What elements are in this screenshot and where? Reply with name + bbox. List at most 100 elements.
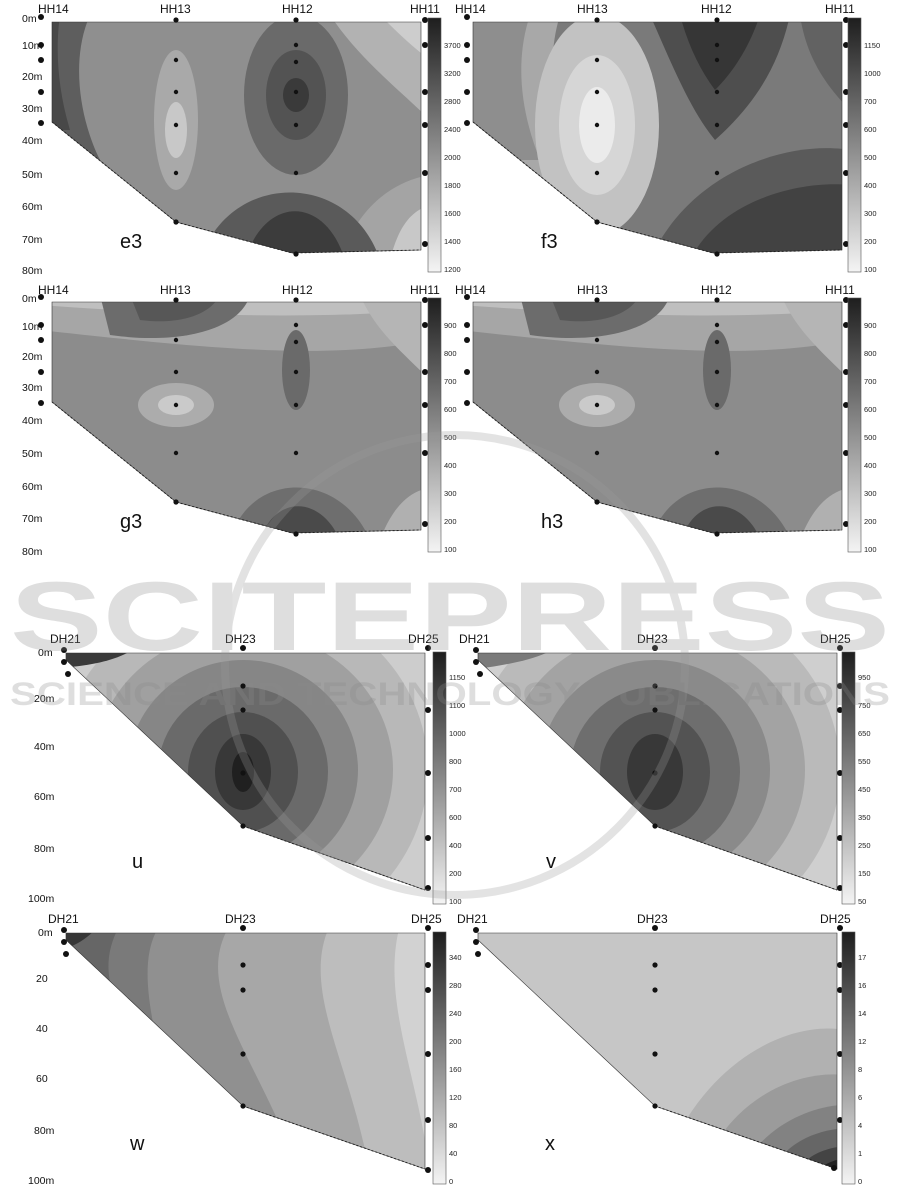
depth-label: 50m (22, 169, 43, 181)
colorbar-tick: 3700 (444, 41, 461, 50)
depth-label: 70m (22, 234, 43, 246)
colorbar-tick: 17 (858, 953, 866, 962)
colorbar-tick: 14 (858, 1009, 866, 1018)
borehole-label: HH14 (38, 2, 69, 16)
colorbar-tick: 300 (864, 209, 877, 218)
panel-label: g3 (120, 511, 142, 533)
borehole-label: HH12 (282, 2, 313, 16)
borehole-markers (38, 14, 849, 1173)
depth-label: 30m (22, 382, 43, 394)
depth-labels-top: 0m 10m 20m 30m 40m 50m 60m 70m 80m (22, 13, 43, 277)
contour-fill-e3 (52, 22, 421, 253)
colorbar-tick: 350 (858, 813, 871, 822)
depth-label: 0m (38, 647, 53, 659)
colorbar-tick: 400 (864, 181, 877, 190)
depth-label: 20m (22, 351, 43, 363)
contour-fill-f3 (473, 22, 842, 253)
depth-label: 80m (22, 546, 43, 558)
colorbar-tick: 700 (449, 785, 462, 794)
colorbar-tick: 280 (449, 981, 462, 990)
colorbar-tick: 500 (864, 153, 877, 162)
colorbar-tick: 100 (864, 265, 877, 274)
borehole-label: HH12 (701, 2, 732, 16)
panel-label: w (129, 1133, 145, 1155)
colorbar-tick: 240 (449, 1009, 462, 1018)
panel-label: v (546, 851, 556, 873)
colorbar-tick: 0 (858, 1177, 862, 1186)
colorbar-tick: 600 (864, 405, 877, 414)
colorbar-tick: 150 (858, 869, 871, 878)
colorbar-tick: 340 (449, 953, 462, 962)
panel-label: e3 (120, 231, 142, 253)
depth-label: 100m (28, 893, 55, 905)
depth-label: 60 (36, 1073, 48, 1085)
colorbar-tick: 50 (858, 897, 866, 906)
colorbar-v: 950 750 650 550 450 350 250 150 50 (841, 651, 871, 906)
colorbar-tick: 800 (444, 349, 457, 358)
depth-label: 10m (22, 40, 43, 52)
colorbar-tick: 3200 (444, 69, 461, 78)
colorbar-tick: 6 (858, 1093, 862, 1102)
colorbar-u: 1150 1100 1000 800 700 600 400 200 100 (432, 651, 466, 906)
depth-label: 40m (34, 741, 55, 753)
depth-label: 70m (22, 513, 43, 525)
publisher-watermark: SCITEPRESS SCIENCE AND TECHNOLOGY PUBLIC… (10, 431, 890, 899)
colorbar-tick: 400 (864, 461, 877, 470)
colorbar-tick: 1600 (444, 209, 461, 218)
borehole-label: DH25 (411, 912, 442, 926)
panel-letters: e3 f3 g3 h3 u v w x (120, 231, 563, 1155)
colorbar-tick: 1000 (864, 69, 881, 78)
depth-label: 0m (38, 927, 53, 939)
borehole-labels: HH14 HH13 HH12 HH11 HH14 HH13 HH12 HH11 … (38, 2, 855, 926)
depth-label: 60m (22, 201, 43, 213)
colorbar-tick: 800 (449, 757, 462, 766)
colorbar-tick: 300 (444, 489, 457, 498)
borehole-label: HH14 (455, 2, 486, 16)
panel-f3 (472, 21, 843, 254)
colorbar-f3: 1150 1000 700 600 500 400 300 200 100 (847, 17, 881, 274)
colorbar-tick: 600 (449, 813, 462, 822)
depth-labels-g3: 0m 10m 20m 30m 40m 50m 60m 70m 80m (22, 293, 43, 558)
colorbar-tick: 80 (449, 1121, 457, 1130)
colorbar-x: 17 16 14 12 8 6 4 1 0 (841, 931, 866, 1186)
colorbar-tick: 600 (864, 125, 877, 134)
colorbar-tick: 300 (864, 489, 877, 498)
borehole-label: DH23 (225, 632, 256, 646)
watermark-title: SCITEPRESS (10, 561, 890, 671)
colorbar-tick: 2400 (444, 125, 461, 134)
borehole-label: DH21 (459, 632, 490, 646)
colorbar-tick: 2000 (444, 153, 461, 162)
colorbar-tick: 200 (864, 237, 877, 246)
colorbar-tick: 500 (864, 433, 877, 442)
panel-g3 (51, 301, 422, 534)
depth-label: 30m (22, 103, 43, 115)
contour-fill-w (66, 933, 425, 1169)
borehole-label: HH14 (455, 283, 486, 297)
colorbar-tick: 16 (858, 981, 866, 990)
depth-label: 80m (34, 1125, 55, 1137)
colorbar-tick: 100 (449, 897, 462, 906)
borehole-label: HH11 (410, 2, 440, 16)
colorbar-tick: 700 (864, 377, 877, 386)
depth-label: 80m (34, 843, 55, 855)
depth-label: 60m (22, 481, 43, 493)
borehole-label: HH13 (577, 2, 608, 16)
colorbar-tick: 1150 (449, 673, 465, 682)
contour-fill-x (478, 933, 837, 1169)
colorbar-tick: 1800 (444, 181, 461, 190)
colorbar-tick: 200 (864, 517, 877, 526)
colorbar-tick: 750 (858, 701, 871, 710)
depth-label: 0m (22, 13, 37, 25)
colorbar-tick: 120 (449, 1093, 462, 1102)
colorbar-g3: 900 800 700 600 500 400 300 200 100 (427, 297, 457, 554)
borehole-label: HH12 (282, 283, 313, 297)
colorbar-tick: 1100 (449, 701, 465, 710)
colorbar-tick: 1400 (444, 237, 461, 246)
colorbar-tick: 700 (444, 377, 457, 386)
depth-label: 20 (36, 973, 48, 985)
depth-labels-w: 0m 20 40 60 80m 100m (28, 927, 55, 1187)
colorbar-tick: 800 (864, 349, 877, 358)
depth-label: 10m (22, 321, 43, 333)
panel-label: f3 (541, 231, 558, 253)
borehole-label: DH25 (820, 912, 851, 926)
